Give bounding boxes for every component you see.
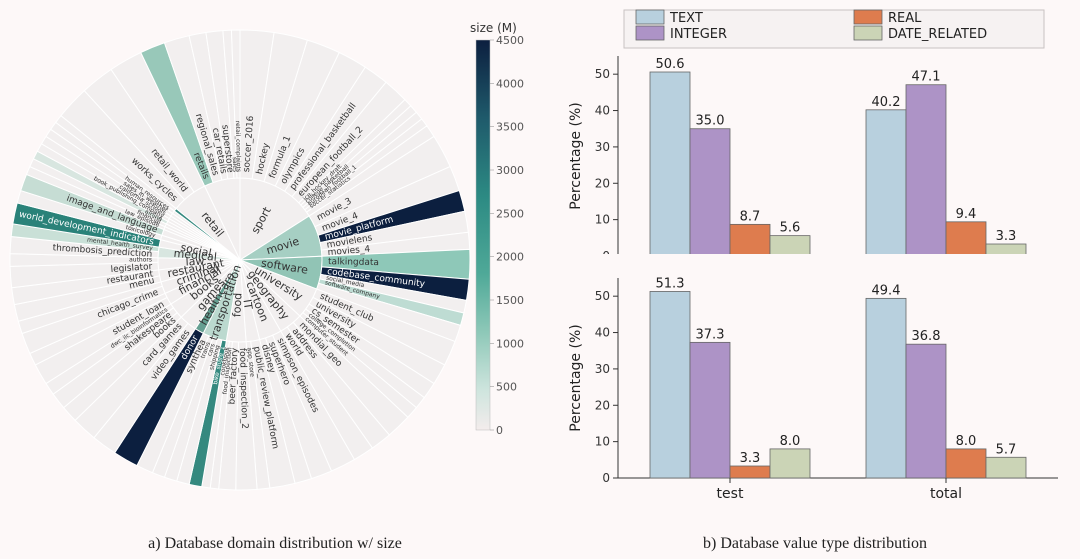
colorbar-tick-label: 500 bbox=[496, 381, 517, 394]
bar-value-label: 51.3 bbox=[656, 276, 685, 291]
bar-rect bbox=[730, 224, 770, 254]
y-tick-label: 0 bbox=[602, 249, 610, 254]
legend-label: INTEGER bbox=[670, 27, 727, 42]
bar-chart-bottom-svg: 0 10 20 30 40 50 Percentage (%) 51.3 37.3 3.3 8.0 t… bbox=[560, 264, 1068, 514]
bar-chart-top: 01020304050Percentage (%)50.635.08.75.6t… bbox=[560, 4, 1068, 254]
bar-value-label: 49.4 bbox=[872, 283, 901, 298]
colorbar-title: size (M) bbox=[470, 21, 517, 35]
sunburst-child-label: talkingdata bbox=[328, 257, 379, 268]
y-tick-label: 30 bbox=[595, 140, 610, 154]
bar-value-label: 8.7 bbox=[740, 209, 761, 224]
colorbar-tick-label: 4500 bbox=[496, 34, 524, 47]
bar-rect bbox=[946, 222, 986, 254]
bar-value-label: 37.3 bbox=[696, 327, 725, 342]
legend-swatch bbox=[636, 10, 664, 24]
sunburst-svg: sportsoccer_2016hockeyformula_1olympicsp… bbox=[0, 10, 480, 510]
colorbar-tick-label: 4000 bbox=[496, 77, 524, 90]
bar-rect bbox=[650, 291, 690, 478]
bar-value-label: 36.8 bbox=[912, 329, 941, 344]
bar-value-label: 35.0 bbox=[696, 114, 725, 129]
sunburst-child-label: retail_complaints bbox=[234, 121, 242, 172]
bar-value-label: 50.6 bbox=[656, 57, 685, 72]
left-panel: sportsoccer_2016hockeyformula_1olympicsp… bbox=[0, 0, 550, 559]
colorbar-gradient bbox=[476, 40, 490, 430]
bar-value-label: 8.0 bbox=[780, 434, 801, 449]
y-tick-label: 40 bbox=[595, 326, 610, 340]
bar-chart-top-svg: 01020304050Percentage (%)50.635.08.75.6t… bbox=[560, 4, 1068, 254]
colorbar-tick-label: 1000 bbox=[496, 337, 524, 350]
bar-rect bbox=[770, 449, 810, 478]
y-axis-label: Percentage (%) bbox=[568, 102, 584, 209]
sunburst-chart: sportsoccer_2016hockeyformula_1olympicsp… bbox=[0, 0, 480, 500]
y-tick-label: 20 bbox=[595, 176, 610, 190]
colorbar-tick-label: 0 bbox=[496, 424, 503, 437]
legend-label: TEXT bbox=[669, 11, 703, 26]
bar-value-label: 40.2 bbox=[872, 95, 901, 110]
legend-label: REAL bbox=[888, 11, 922, 26]
y-tick-label: 30 bbox=[595, 362, 610, 376]
caption-right: b) Database value type distribution bbox=[550, 535, 1080, 553]
bar-rect bbox=[906, 85, 946, 254]
legend-label: DATE_RELATED bbox=[888, 27, 987, 42]
colorbar-tick-label: 3500 bbox=[496, 121, 524, 134]
bar-rect bbox=[690, 342, 730, 478]
colorbar-svg: size (M) 0 500 1000 1500 2000 2500 3000 3500 4000… bbox=[470, 18, 540, 448]
bar-value-label: 9.4 bbox=[956, 207, 977, 222]
bar-chart-bottom: 0 10 20 30 40 50 Percentage (%) 51.3 37.3 3.3 8.0 t… bbox=[560, 264, 1068, 514]
right-panel: 0 10 20 30 40 50 Percentage (%) 50.6 35.0 8.7 5.6 t… bbox=[550, 0, 1080, 559]
bar-value-label: 3.3 bbox=[740, 451, 761, 466]
bar-rect bbox=[946, 449, 986, 478]
bar-value-label: 47.1 bbox=[912, 70, 941, 85]
colorbar-tick-label: 3000 bbox=[496, 164, 524, 177]
y-axis-label: Percentage (%) bbox=[568, 324, 584, 431]
colorbar: size (M) 0 500 1000 1500 2000 2500 3000 3500 4000… bbox=[470, 18, 540, 448]
y-tick-label: 10 bbox=[595, 435, 610, 449]
bar-rect bbox=[986, 457, 1026, 478]
bar-charts-stack: 0 10 20 30 40 50 Percentage (%) 50.6 35.0 8.7 5.6 t… bbox=[560, 4, 1070, 524]
figure-root: sportsoccer_2016hockeyformula_1olympicsp… bbox=[0, 0, 1080, 559]
y-tick-label: 40 bbox=[595, 104, 610, 118]
bar-value-label: 8.0 bbox=[956, 434, 977, 449]
y-tick-label: 0 bbox=[602, 471, 610, 485]
bar-rect bbox=[906, 344, 946, 478]
y-tick-label: 50 bbox=[595, 289, 610, 303]
legend-swatch bbox=[854, 26, 882, 40]
bar-value-label: 3.3 bbox=[996, 229, 1017, 244]
bar-rect bbox=[730, 466, 770, 478]
bar-value-label: 5.6 bbox=[780, 221, 801, 236]
x-tick-label: total bbox=[930, 486, 962, 502]
y-tick-label: 50 bbox=[595, 67, 610, 81]
colorbar-tick-label: 1500 bbox=[496, 294, 524, 307]
bar-rect bbox=[986, 244, 1026, 254]
x-tick-label: test bbox=[717, 486, 744, 502]
legend-swatch bbox=[636, 26, 664, 40]
bar-rect bbox=[690, 129, 730, 254]
caption-left: a) Database domain distribution w/ size bbox=[0, 535, 550, 553]
bar-value-label: 5.7 bbox=[996, 442, 1017, 457]
y-tick-label: 10 bbox=[595, 213, 610, 227]
bar-rect bbox=[866, 110, 906, 254]
colorbar-tick-label: 2500 bbox=[496, 207, 524, 220]
y-tick-label: 20 bbox=[595, 398, 610, 412]
bar-rect bbox=[866, 298, 906, 478]
bar-rect bbox=[650, 72, 690, 254]
colorbar-tick-label: 2000 bbox=[496, 251, 524, 264]
legend-swatch bbox=[854, 10, 882, 24]
bar-rect bbox=[770, 236, 810, 254]
